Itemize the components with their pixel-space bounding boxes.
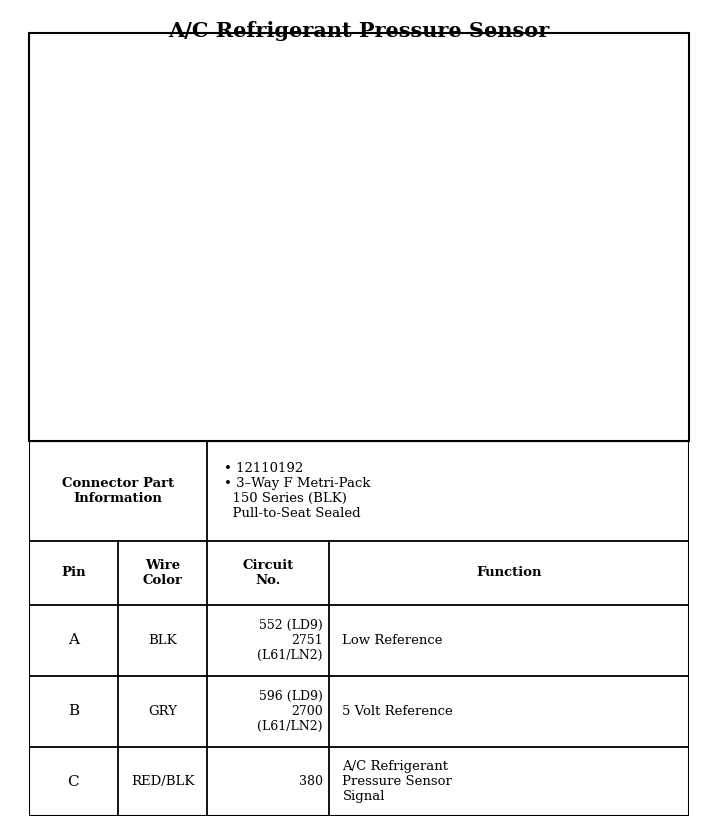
Text: C: C xyxy=(67,775,79,789)
Text: 258299: 258299 xyxy=(631,424,676,437)
Text: 5 Volt Reference: 5 Volt Reference xyxy=(342,705,453,718)
Ellipse shape xyxy=(143,166,416,358)
Text: 380: 380 xyxy=(299,776,322,788)
Text: • 12110192
• 3–Way F Metri-Pack
  150 Series (BLK)
  Pull-to-Seat Sealed: • 12110192 • 3–Way F Metri-Pack 150 Seri… xyxy=(223,462,370,520)
Text: B: B xyxy=(67,705,79,718)
Text: Pin: Pin xyxy=(61,566,85,579)
Text: C: C xyxy=(42,298,55,316)
Text: Low Reference: Low Reference xyxy=(342,634,443,646)
Bar xyxy=(210,213,266,254)
Text: RED/BLK: RED/BLK xyxy=(131,776,194,788)
Bar xyxy=(252,288,308,329)
Bar xyxy=(485,123,597,205)
Text: A: A xyxy=(67,633,79,647)
Text: Circuit
No.: Circuit No. xyxy=(243,559,294,586)
Text: GRY: GRY xyxy=(148,705,177,718)
Bar xyxy=(531,172,567,201)
Bar xyxy=(292,213,348,254)
Text: A/C Refrigerant Pressure Sensor: A/C Refrigerant Pressure Sensor xyxy=(169,21,549,41)
Text: B: B xyxy=(43,188,55,205)
Text: A: A xyxy=(518,335,530,352)
Bar xyxy=(187,111,372,168)
Text: Connector Part
Information: Connector Part Information xyxy=(62,477,174,505)
Text: A/C Refrigerant
Pressure Sensor
Signal: A/C Refrigerant Pressure Sensor Signal xyxy=(342,761,452,803)
Text: Wire
Color: Wire Color xyxy=(142,559,182,586)
Bar xyxy=(597,179,627,189)
Bar xyxy=(227,133,332,156)
Text: 596 (LD9)
2700
(L61/LN2): 596 (LD9) 2700 (L61/LN2) xyxy=(257,690,322,733)
Bar xyxy=(597,195,627,205)
Bar xyxy=(488,172,524,201)
Bar xyxy=(597,148,627,158)
Bar xyxy=(174,157,386,191)
Ellipse shape xyxy=(161,178,399,346)
Bar xyxy=(597,163,627,174)
Ellipse shape xyxy=(126,154,434,370)
Text: Function: Function xyxy=(477,566,542,579)
Bar xyxy=(597,132,627,142)
Text: 552 (LD9)
2751
(L61/LN2): 552 (LD9) 2751 (L61/LN2) xyxy=(257,619,322,661)
Bar xyxy=(468,123,485,152)
Ellipse shape xyxy=(106,139,454,384)
Text: BLK: BLK xyxy=(148,634,177,646)
